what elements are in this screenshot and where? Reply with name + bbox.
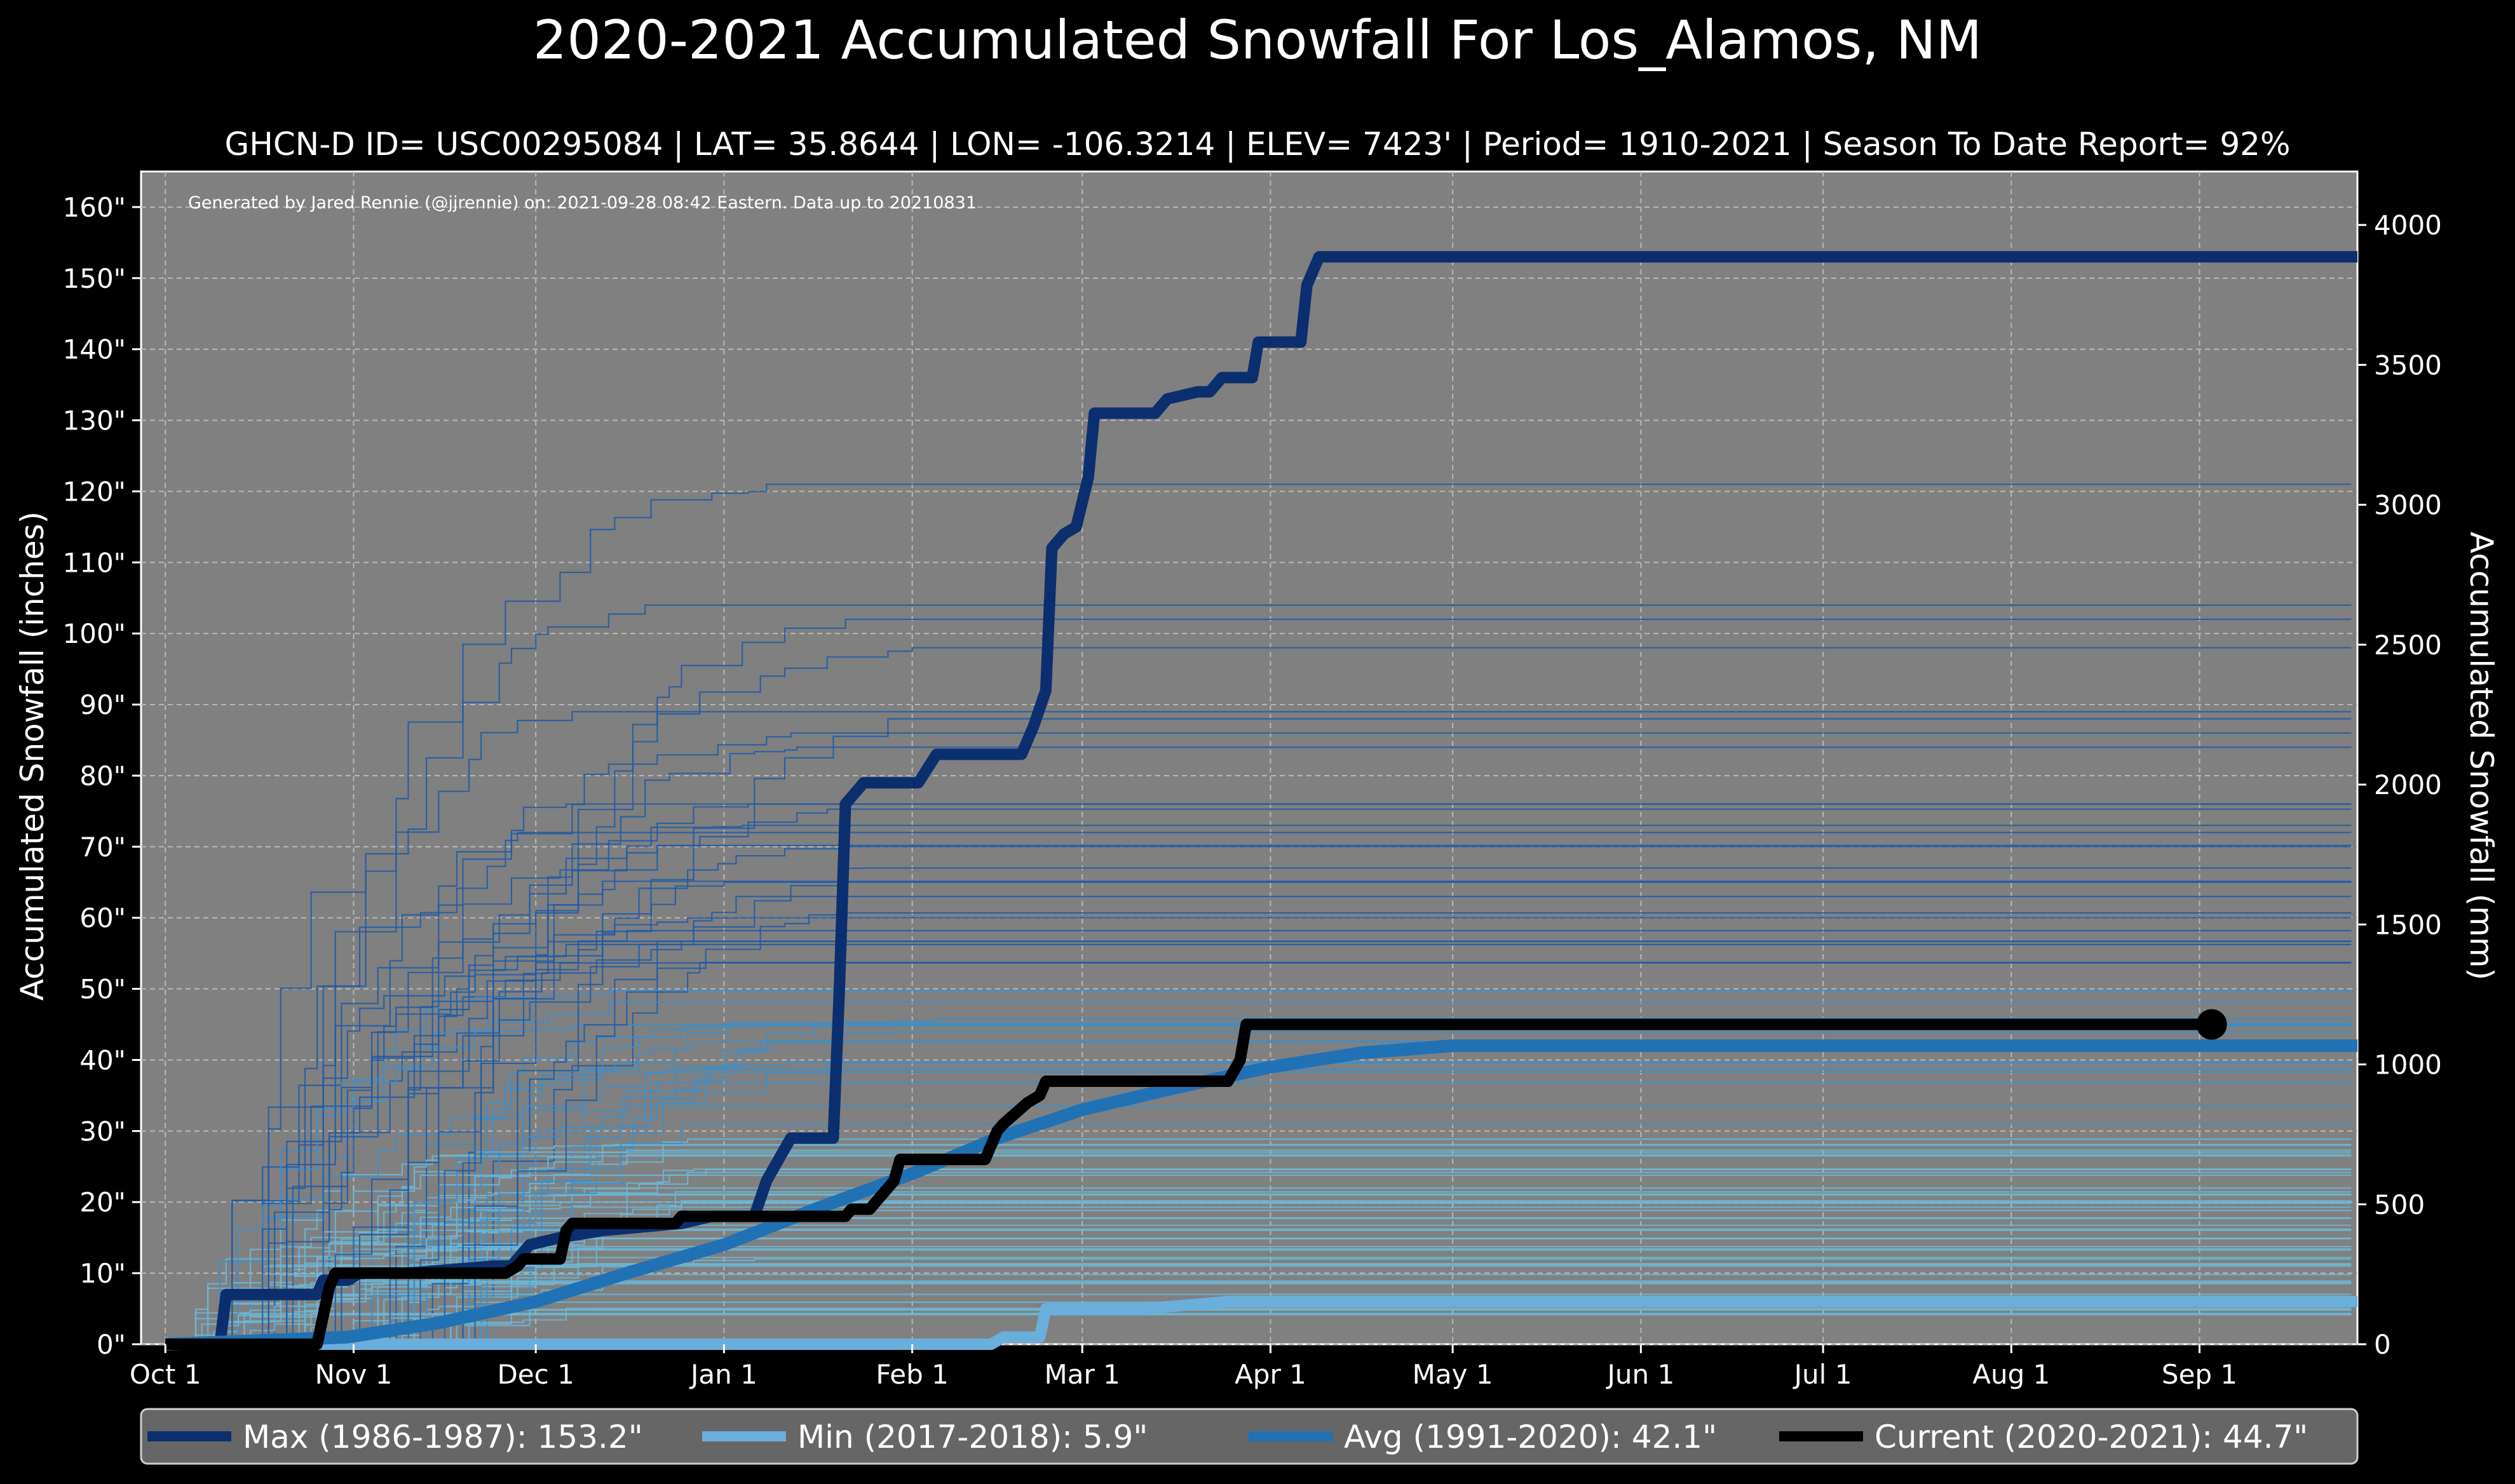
y-tick-label-right: 4000: [2374, 210, 2442, 241]
historical-season-line: [165, 808, 2352, 1346]
legend-label: Current (2020-2021): 44.7": [1874, 1419, 2308, 1455]
historical-season-line: [165, 711, 2352, 1346]
y-tick-label-left: 60": [79, 903, 126, 934]
historical-season-line: [165, 803, 2352, 1346]
historical-season-line: [165, 1105, 2352, 1346]
series-line-avg: [165, 1039, 2357, 1351]
x-tick-label: Jun 1: [1606, 1359, 1675, 1390]
series-layer: [165, 251, 2357, 1351]
x-tick-label: Nov 1: [315, 1359, 392, 1390]
x-tick-label: Apr 1: [1235, 1359, 1306, 1390]
historical-season-line: [165, 943, 2352, 1346]
legend-label: Min (2017-2018): 5.9": [797, 1419, 1148, 1455]
y-tick-label-left: 150": [63, 263, 126, 294]
credit-text: Generated by Jared Rennie (@jjrennie) on…: [188, 193, 977, 213]
y-tick-label-left: 130": [63, 405, 126, 436]
historical-season-line: [165, 1313, 2352, 1346]
historical-season-line: [165, 483, 2352, 1346]
y-tick-label-left: 100": [63, 618, 126, 649]
historical-season-line: [165, 917, 2352, 1346]
y-tick-label-left: 20": [79, 1187, 126, 1218]
y-axis-label-left: Accumulated Snowfall (inches): [14, 511, 51, 1001]
y-tick-label-right: 2500: [2374, 630, 2442, 661]
historical-season-line: [165, 867, 2352, 1346]
chart-title: 2020-2021 Accumulated Snowfall For Los_A…: [533, 9, 1982, 71]
historical-season-line: [165, 1168, 2352, 1346]
y-tick-label-right: 3500: [2374, 349, 2442, 381]
x-tick-label: Feb 1: [876, 1359, 948, 1390]
historical-season-line: [165, 1307, 2352, 1346]
historical-season-line: [165, 1201, 2352, 1346]
historical-season-line: [165, 647, 2352, 1346]
y-ticks-left: 0" 10" 20" 30" 40" 50" 60" 70" 80" 90" 100" 110" 120…: [63, 192, 141, 1360]
y-tick-label-left: 80": [79, 760, 126, 792]
y-tick-label-left: 160": [63, 192, 126, 223]
historical-season-line: [165, 1061, 2352, 1346]
x-tick-label: Aug 1: [1972, 1359, 2050, 1390]
legend-label: Max (1986-1987): 153.2": [243, 1419, 643, 1455]
historical-season-line: [165, 1023, 2352, 1346]
historical-season-line: [165, 1041, 2352, 1346]
historical-season-line: [165, 825, 2352, 1346]
y-tick-label-left: 50": [79, 974, 126, 1005]
historical-season-line: [165, 1228, 2352, 1346]
x-ticks: Oct 1 Nov 1 Dec 1 Jan 1 Feb 1 Mar 1 Apr 1 May 1…: [130, 1344, 2237, 1390]
y-tick-label-left: 90": [79, 689, 126, 720]
current-end-marker: [2196, 1009, 2227, 1040]
x-tick-label: May 1: [1413, 1359, 1493, 1390]
y-tick-label-right: 2000: [2374, 769, 2442, 800]
y-tick-label-left: 120": [63, 476, 126, 507]
historical-season-line: [165, 1062, 2352, 1346]
y-tick-label-right: 1500: [2374, 909, 2442, 940]
y-tick-label-right: 500: [2374, 1189, 2425, 1220]
y-tick-label-left: 70": [79, 832, 126, 863]
historical-season-line: [165, 896, 2352, 1346]
y-axis-label-right: Accumulated Snowfall (mm): [2463, 532, 2500, 980]
plot-area: [140, 170, 2359, 1346]
x-tick-label: Mar 1: [1045, 1359, 1120, 1390]
historical-season-line: [165, 1069, 2352, 1346]
y-tick-label-left: 10": [79, 1258, 126, 1289]
historical-season-line: [165, 1171, 2352, 1346]
y-tick-label-left: 110": [63, 547, 126, 578]
historical-season-line: [165, 912, 2352, 1346]
series-line-current: [165, 1018, 2212, 1350]
legend: Max (1986-1987): 153.2" Min (2017-2018): …: [140, 1408, 2359, 1465]
historical-season-line: [165, 846, 2352, 1346]
y-tick-label-right: 0: [2374, 1329, 2391, 1360]
historical-season-line: [165, 618, 2352, 1346]
historical-season-line: [165, 940, 2352, 1346]
x-tick-label: Jul 1: [1793, 1359, 1852, 1390]
y-tick-label-left: 140": [63, 334, 126, 365]
historical-season-line: [165, 1151, 2352, 1346]
historical-season-line: [165, 1246, 2352, 1346]
x-tick-label: Sep 1: [2162, 1359, 2237, 1390]
x-tick-label: Dec 1: [497, 1359, 574, 1390]
historical-season-line: [165, 1123, 2352, 1346]
y-tick-label-left: 40": [79, 1044, 126, 1076]
y-tick-label-left: 0": [97, 1329, 126, 1360]
legend-label: Avg (1991-2020): 42.1": [1344, 1419, 1717, 1455]
y-tick-label-left: 30": [79, 1116, 126, 1147]
historical-season-line: [165, 990, 2352, 1346]
historical-season-line: [165, 832, 2352, 1346]
y-tick-label-right: 3000: [2374, 490, 2442, 521]
x-tick-label: Oct 1: [130, 1359, 201, 1390]
historical-season-line: [165, 732, 2352, 1346]
x-tick-label: Jan 1: [689, 1359, 757, 1390]
historical-season-line: [165, 604, 2352, 1346]
chart-subtitle: GHCN-D ID= USC00295084 | LAT= 35.8644 | …: [225, 126, 2291, 163]
y-ticks-right: 0 500 1000 1500 2000 2500 3000 3500 4000: [2357, 210, 2442, 1360]
series-line-min: [165, 1295, 2357, 1350]
y-tick-label-right: 1000: [2374, 1049, 2442, 1081]
historical-season-line: [165, 1144, 2352, 1346]
